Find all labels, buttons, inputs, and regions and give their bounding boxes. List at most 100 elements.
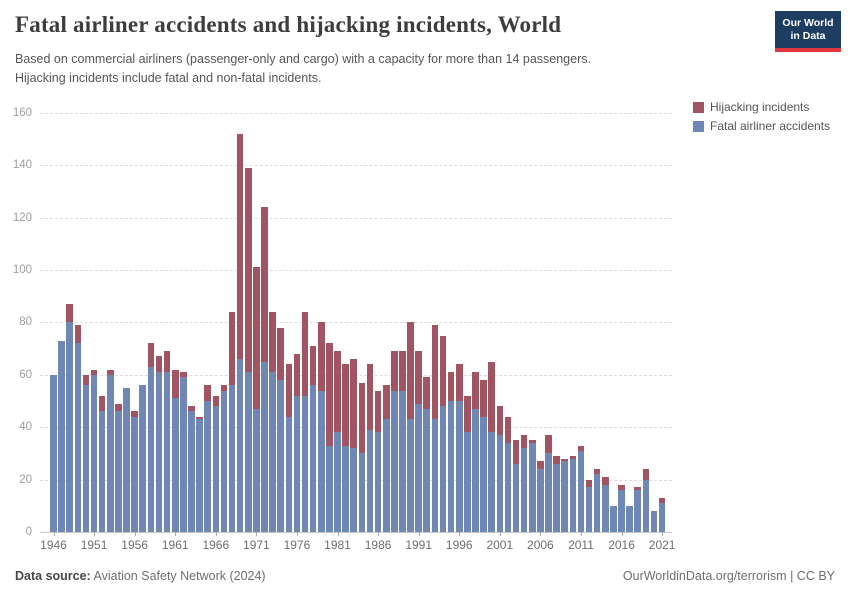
owid-logo[interactable]: Our World in Data — [775, 11, 841, 52]
bar-2016-hijackings-segment — [618, 484, 625, 491]
bar-2006[interactable] — [537, 461, 544, 532]
bar-1975[interactable] — [285, 364, 293, 532]
x-tick-1986 — [378, 532, 380, 536]
bar-1990-accidents-segment — [407, 419, 414, 532]
bar-1998[interactable] — [472, 372, 479, 532]
bar-2001[interactable] — [496, 406, 504, 532]
legend-item-accidents[interactable]: Fatal airliner accidents — [693, 119, 830, 133]
bar-1957[interactable] — [139, 385, 147, 532]
bar-1959[interactable] — [155, 356, 163, 532]
bar-2012[interactable] — [585, 479, 593, 532]
bar-1953[interactable] — [107, 369, 114, 532]
bar-2016[interactable] — [618, 484, 625, 532]
bar-2003[interactable] — [512, 440, 520, 532]
bar-1987[interactable] — [382, 385, 390, 532]
bar-1970[interactable] — [244, 167, 252, 532]
bar-2011[interactable] — [577, 445, 585, 532]
bar-1981[interactable] — [334, 351, 341, 532]
bar-2015[interactable] — [610, 505, 617, 532]
bar-2006-accidents-segment — [537, 469, 544, 532]
bar-1955[interactable] — [123, 387, 130, 532]
bar-1974[interactable] — [277, 327, 284, 532]
bar-1950[interactable] — [82, 374, 90, 532]
bar-1969[interactable] — [236, 133, 244, 532]
bar-1981-hijackings-segment — [334, 351, 341, 433]
bar-1986[interactable] — [374, 390, 382, 532]
bar-1984[interactable] — [358, 382, 366, 532]
bar-1998-hijackings-segment — [472, 372, 479, 409]
bar-1999[interactable] — [480, 380, 487, 532]
bar-2017[interactable] — [626, 505, 633, 532]
bar-1957-accidents-segment — [139, 385, 147, 532]
bar-2021[interactable] — [658, 497, 666, 532]
bar-1995[interactable] — [447, 372, 455, 532]
bar-1997-accidents-segment — [464, 432, 471, 532]
bar-1996[interactable] — [455, 364, 463, 532]
bar-2007[interactable] — [545, 435, 552, 532]
bar-1991[interactable] — [415, 351, 422, 532]
bar-1967[interactable] — [220, 385, 228, 532]
bar-1954-hijackings-segment — [115, 403, 122, 412]
bar-1992[interactable] — [423, 377, 431, 532]
bar-1978[interactable] — [309, 345, 317, 532]
bar-1971[interactable] — [253, 267, 260, 532]
bar-1964[interactable] — [196, 416, 203, 532]
x-axis-label-2016: 2016 — [608, 538, 635, 552]
bar-1982[interactable] — [342, 364, 349, 532]
bar-1990[interactable] — [407, 322, 414, 532]
bar-1965[interactable] — [204, 385, 211, 532]
bar-1988[interactable] — [391, 351, 398, 532]
bar-1976[interactable] — [293, 353, 301, 532]
bar-2018[interactable] — [634, 487, 642, 532]
bar-1988-accidents-segment — [391, 390, 398, 532]
bar-2013[interactable] — [593, 469, 601, 532]
bar-1954[interactable] — [115, 403, 122, 532]
bar-1973[interactable] — [269, 311, 276, 532]
bar-1973-hijackings-segment — [269, 311, 276, 373]
bar-1951[interactable] — [90, 369, 98, 532]
bar-1960[interactable] — [163, 351, 171, 532]
bar-1999-accidents-segment — [480, 416, 487, 532]
bar-1948[interactable] — [66, 304, 74, 532]
bar-2009[interactable] — [561, 458, 569, 532]
bar-1972[interactable] — [261, 207, 268, 532]
owid-link[interactable]: OurWorldinData.org/terrorism | CC BY — [622, 569, 835, 583]
bar-1994-accidents-segment — [439, 406, 447, 532]
bar-1989[interactable] — [399, 351, 406, 532]
bar-1996-accidents-segment — [455, 400, 463, 532]
bar-1994-hijackings-segment — [439, 335, 447, 407]
legend-item-hijacking[interactable]: Hijacking incidents — [693, 100, 830, 114]
bar-1952[interactable] — [98, 395, 106, 532]
bar-1963[interactable] — [188, 406, 195, 532]
bar-1980[interactable] — [326, 343, 333, 532]
bar-1979-hijackings-segment — [317, 322, 325, 391]
bar-1947[interactable] — [58, 340, 65, 532]
bar-2014-accidents-segment — [602, 484, 609, 532]
bar-2014[interactable] — [602, 476, 609, 532]
bar-1983[interactable] — [350, 359, 358, 532]
bar-1968[interactable] — [228, 311, 236, 532]
bar-1985[interactable] — [366, 364, 374, 532]
bar-2000[interactable] — [488, 361, 495, 532]
bar-1977[interactable] — [301, 311, 309, 532]
bar-1994[interactable] — [439, 335, 447, 533]
bar-2001-accidents-segment — [496, 435, 504, 532]
bar-1993[interactable] — [431, 325, 439, 532]
bar-1958[interactable] — [147, 343, 155, 532]
bar-1961[interactable] — [171, 369, 179, 532]
bar-1946[interactable] — [50, 374, 57, 532]
bar-2004[interactable] — [520, 435, 528, 532]
bar-2005[interactable] — [528, 440, 536, 532]
bar-1966[interactable] — [212, 395, 220, 532]
bar-2012-accidents-segment — [585, 487, 593, 532]
bar-1979[interactable] — [317, 322, 325, 532]
bar-2010[interactable] — [569, 456, 577, 532]
bar-1949[interactable] — [74, 325, 82, 532]
bar-1962[interactable] — [180, 372, 187, 532]
bar-2008[interactable] — [553, 456, 560, 532]
bar-1956[interactable] — [131, 411, 138, 532]
bar-1997[interactable] — [464, 395, 471, 532]
bar-2002[interactable] — [504, 416, 512, 532]
bar-2019[interactable] — [642, 469, 650, 532]
bar-2020[interactable] — [650, 511, 658, 532]
